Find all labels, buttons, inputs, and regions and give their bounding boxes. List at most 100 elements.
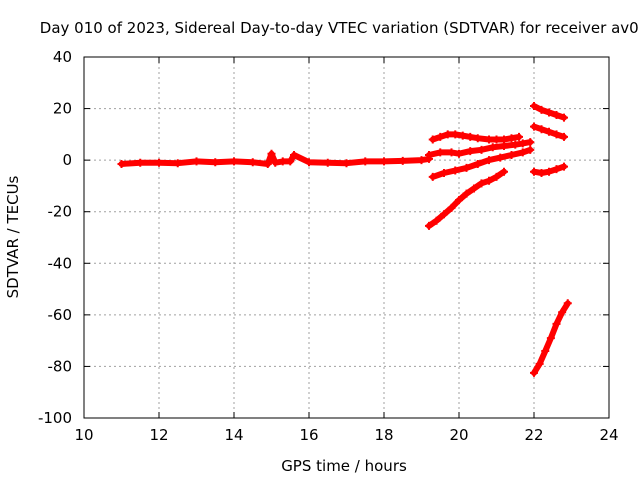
data-point — [535, 359, 544, 368]
data-point — [436, 148, 445, 157]
data-point — [466, 132, 475, 141]
data-point — [500, 135, 508, 144]
data-point — [530, 368, 538, 377]
data-point — [440, 210, 448, 219]
data-track — [117, 149, 433, 169]
data-point — [286, 157, 295, 166]
data-point — [518, 148, 527, 157]
data-point — [290, 150, 298, 159]
data-point — [117, 160, 126, 169]
data-point — [447, 148, 456, 157]
data-point — [466, 147, 475, 156]
data-point — [492, 172, 501, 181]
data-point — [428, 135, 437, 144]
data-point — [428, 172, 437, 181]
grid-lines — [84, 57, 609, 418]
data-point — [496, 153, 505, 162]
data-point — [530, 122, 538, 131]
data-point — [530, 101, 538, 110]
data-point — [173, 159, 182, 168]
data-point — [192, 157, 201, 166]
data-point — [518, 139, 527, 148]
data-point — [563, 299, 572, 308]
data-point — [485, 135, 493, 144]
data-point — [451, 166, 460, 175]
data-point — [462, 189, 471, 198]
x-tick-label: 18 — [374, 426, 393, 444]
data-point — [488, 143, 497, 152]
data-point — [323, 158, 332, 167]
data-points — [117, 101, 572, 377]
data-point — [278, 157, 287, 166]
data-point — [545, 108, 553, 117]
data-point — [455, 196, 463, 205]
x-tick-label: 20 — [449, 426, 468, 444]
data-point — [263, 160, 272, 169]
data-point — [436, 132, 445, 141]
data-point — [537, 169, 546, 178]
x-tick-label: 14 — [224, 426, 243, 444]
data-point — [477, 179, 486, 188]
data-point — [458, 131, 467, 140]
y-tick-label: 20 — [53, 100, 72, 118]
data-point — [492, 135, 501, 144]
data-point — [560, 113, 568, 122]
data-track — [428, 145, 535, 181]
data-point — [380, 157, 388, 166]
data-point — [425, 221, 433, 230]
data-point — [537, 125, 546, 134]
data-point — [507, 150, 516, 159]
data-track — [530, 101, 568, 122]
data-track — [425, 167, 508, 230]
data-point — [155, 158, 163, 167]
data-point — [560, 132, 568, 141]
y-tick-label: 0 — [62, 151, 72, 169]
data-point — [451, 130, 460, 139]
data-point — [552, 319, 561, 328]
data-point — [530, 167, 538, 176]
data-point — [425, 150, 433, 159]
data-point — [511, 140, 520, 149]
data-point — [507, 134, 516, 143]
data-point — [515, 132, 523, 141]
data-point — [526, 138, 535, 147]
data-point — [552, 130, 561, 139]
data-point — [558, 308, 567, 317]
data-point — [398, 156, 407, 165]
data-point — [485, 156, 493, 165]
data-point — [470, 184, 478, 193]
data-point — [267, 149, 276, 158]
y-tick-label: -60 — [48, 306, 73, 324]
data-point — [447, 203, 456, 212]
data-point — [526, 145, 535, 154]
data-point — [545, 167, 553, 176]
x-tick-label: 16 — [299, 426, 318, 444]
data-point — [455, 149, 463, 158]
data-point — [248, 158, 257, 167]
data-point — [541, 346, 550, 355]
data-track — [530, 162, 568, 178]
x-tick-label: 24 — [599, 426, 618, 444]
data-point — [473, 134, 482, 143]
data-point — [485, 176, 493, 185]
data-point — [443, 130, 452, 139]
data-track — [530, 122, 568, 141]
data-point — [136, 158, 145, 167]
data-point — [560, 162, 568, 171]
y-axis-label: SDTVAR / TECUs — [4, 175, 22, 298]
track-band — [429, 146, 534, 180]
data-point — [432, 216, 441, 225]
data-point — [342, 159, 351, 168]
data-point — [305, 158, 313, 167]
x-tick-label: 10 — [74, 426, 93, 444]
data-point — [230, 157, 238, 166]
data-point — [440, 169, 448, 178]
data-point — [537, 105, 546, 114]
x-axis-label: GPS time / hours — [281, 457, 407, 475]
data-point — [552, 111, 561, 120]
data-point — [500, 167, 508, 176]
data-track — [530, 299, 572, 377]
data-point — [545, 127, 553, 136]
data-track — [428, 130, 523, 144]
data-point — [211, 158, 220, 167]
